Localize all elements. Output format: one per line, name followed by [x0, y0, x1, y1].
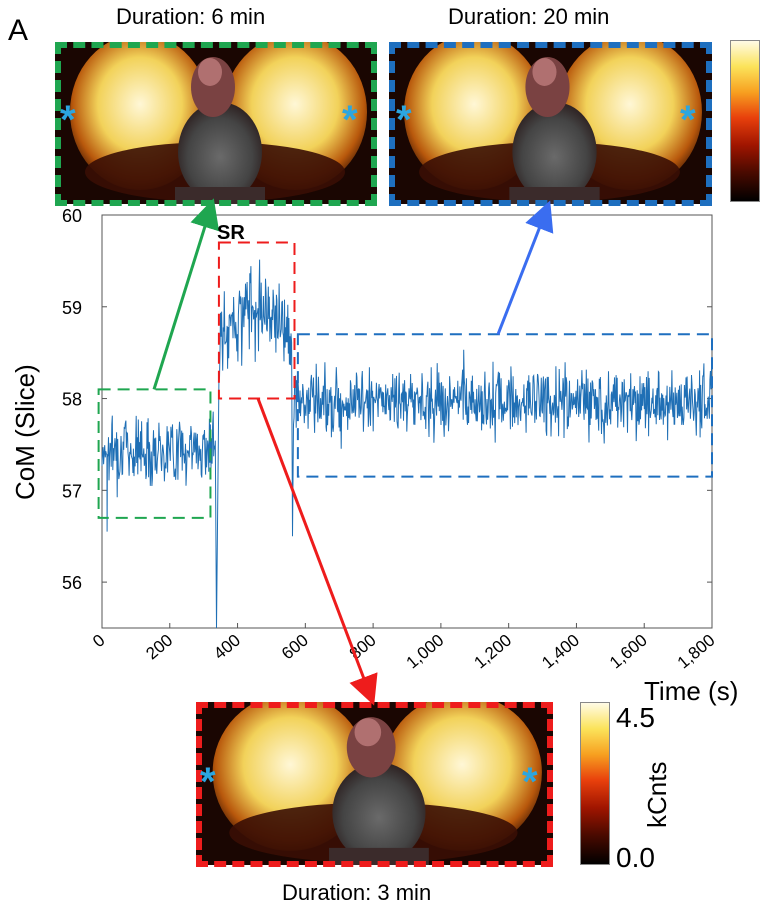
- y-tick-label: 57: [62, 481, 82, 501]
- y-axis-label: CoM (Slice): [10, 364, 40, 500]
- arrow-to-6min: [152, 198, 220, 390]
- sr-annotation: SR: [217, 222, 245, 244]
- x-tick-label: 1,400: [538, 631, 583, 673]
- star-right-3min: *: [522, 760, 538, 804]
- x-tick-label: 0: [89, 631, 108, 652]
- x-tick-label: 1,600: [606, 631, 651, 673]
- inset-6min-frame: [55, 42, 377, 206]
- green-box: [97, 388, 212, 519]
- y-tick-label: 56: [62, 573, 82, 593]
- y-tick-label: 60: [62, 206, 82, 226]
- star-right-20min: *: [680, 98, 696, 142]
- inset-20min-frame: [389, 42, 712, 206]
- colorbar-top: [730, 40, 760, 202]
- x-axis-label: Time (s): [644, 676, 739, 706]
- star-right-6min: *: [342, 98, 358, 142]
- com-trace: [101, 259, 712, 629]
- star-left-6min: *: [60, 98, 76, 142]
- panel-letter: A: [8, 14, 29, 47]
- x-tick-label: 600: [278, 631, 312, 664]
- inset-3min-caption: Duration: 3 min: [282, 880, 432, 905]
- x-tick-label: 200: [142, 631, 176, 664]
- inset-6min-caption: Duration: 6 min: [116, 4, 266, 29]
- y-tick-label: 58: [62, 390, 82, 410]
- colorbar-max-label: 4.5: [616, 702, 655, 733]
- x-tick-label: 1,200: [470, 631, 515, 673]
- x-tick-label: 1,000: [403, 631, 448, 673]
- colorbar-unit-label: kCnts: [642, 761, 672, 828]
- x-tick-label: 800: [346, 631, 380, 664]
- inset-3min-frame: [196, 702, 553, 867]
- x-tick-label: 1,800: [674, 631, 719, 673]
- blue-box: [296, 333, 713, 478]
- inset-20min-image: [389, 42, 712, 204]
- star-left-20min: *: [396, 98, 412, 142]
- star-left-3min: *: [200, 760, 216, 804]
- arrow-to-3min: [256, 398, 378, 706]
- x-tick-label: 400: [210, 631, 244, 664]
- inset-20min-caption: Duration: 20 min: [448, 4, 610, 29]
- arrow-to-20min: [496, 200, 554, 335]
- colorbar-min-label: 0.0: [616, 842, 655, 873]
- colorbar-bottom: [580, 702, 610, 865]
- y-tick-label: 59: [62, 298, 82, 318]
- red-box: [217, 241, 296, 400]
- plot-frame: [101, 214, 713, 629]
- inset-6min-image: [55, 42, 377, 204]
- inset-3min-image: [196, 702, 553, 865]
